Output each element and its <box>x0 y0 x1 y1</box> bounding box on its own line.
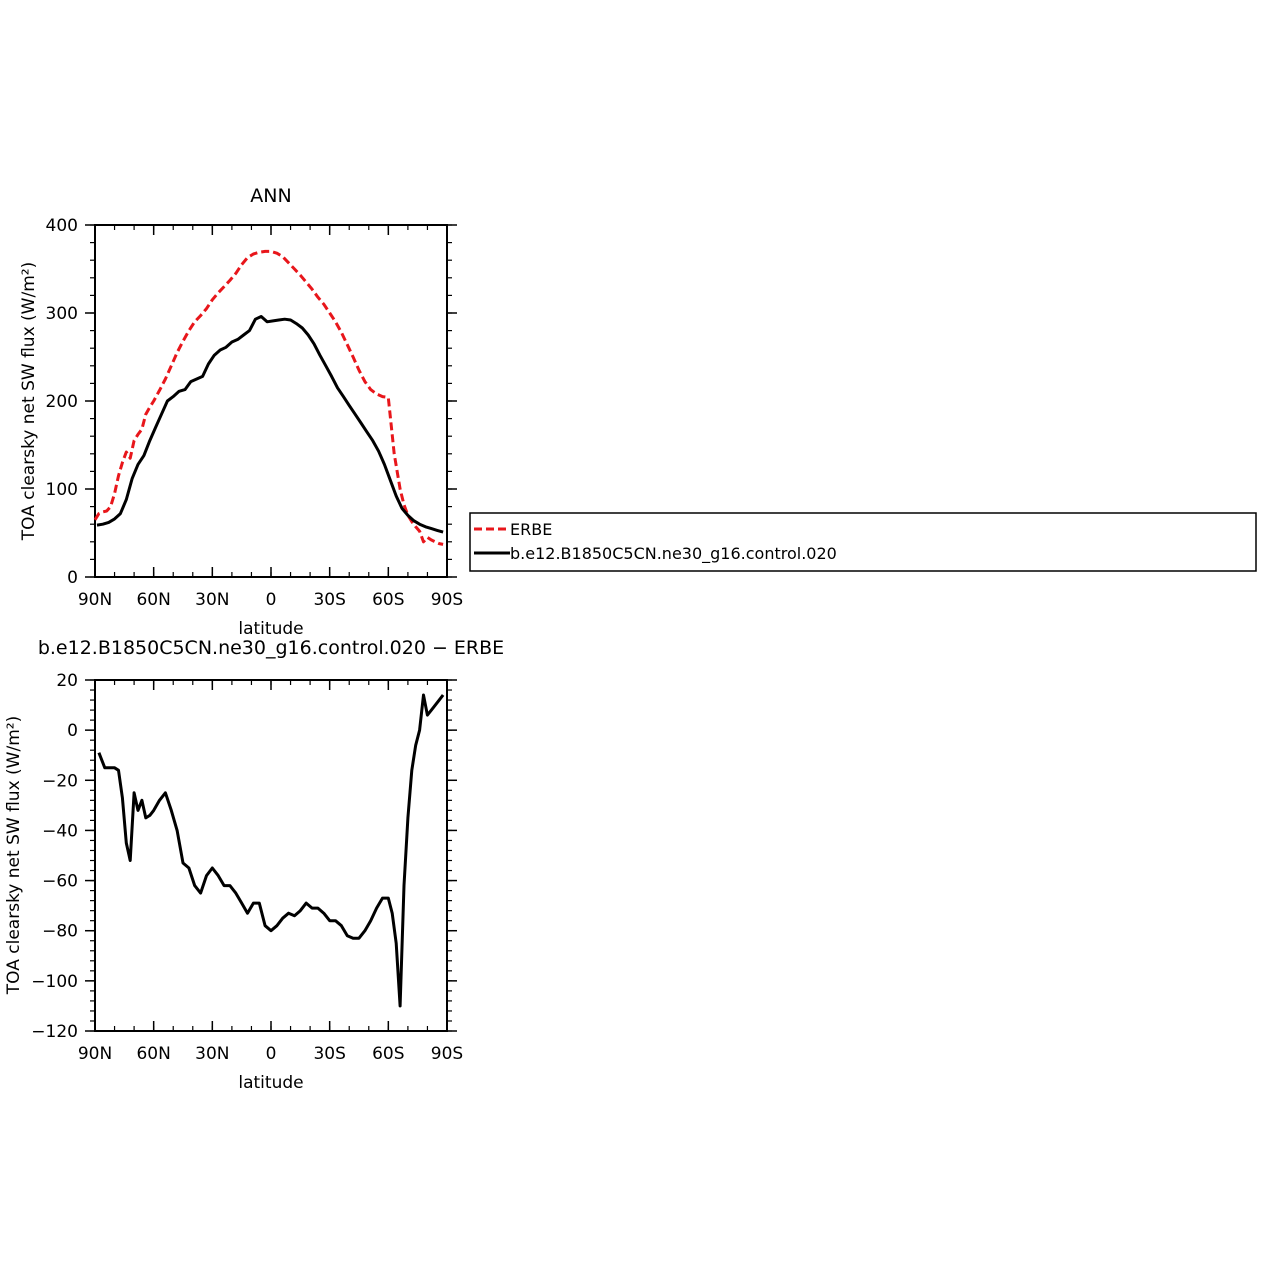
top-y-tick-label: 300 <box>46 304 78 324</box>
bottom-y-tick-label: −120 <box>31 1022 78 1042</box>
bottom-x-tick-label: 90S <box>431 1044 463 1064</box>
bottom-x-tick-label: 30N <box>195 1044 229 1064</box>
bottom-y-axis-title: TOA clearsky net SW flux (W/m²) <box>4 716 24 995</box>
bottom-y-tick-label: −80 <box>42 922 78 942</box>
top-x-tick-label: 0 <box>266 590 277 610</box>
bottom-y-tick-label: 20 <box>56 671 78 691</box>
bottom-y-tick-label: −100 <box>31 972 78 992</box>
legend: ERBE b.e12.B1850C5CN.ne30_g16.control.02… <box>469 512 1257 572</box>
top-x-tick-label: 30S <box>313 590 345 610</box>
legend-label-model: b.e12.B1850C5CN.ne30_g16.control.020 <box>510 544 837 564</box>
top-plot-area: 90N 60N 30N 0 30S 60S 90S 0 100 200 300 400 <box>46 216 464 610</box>
bottom-y-tick-label: 0 <box>67 721 78 741</box>
bottom-y-tick-label: −60 <box>42 872 78 892</box>
bottom-y-tick-label: −20 <box>42 771 78 791</box>
top-x-tick-label: 60S <box>372 590 404 610</box>
bottom-y-tick-label: −40 <box>42 821 78 841</box>
top-chart: ANN 90N 60N 30N 0 30S 60S 90S 0 100 200 300 400 lat… <box>19 185 463 639</box>
bottom-x-tick-label: 90N <box>78 1044 112 1064</box>
top-y-tick-label: 100 <box>46 480 78 500</box>
bottom-plot-frame <box>94 679 448 1032</box>
legend-label-erbe: ERBE <box>510 520 552 539</box>
bottom-x-tick-label: 60S <box>372 1044 404 1064</box>
top-y-tick-label: 0 <box>67 568 78 588</box>
top-x-tick-label: 60N <box>136 590 170 610</box>
top-series-line-1 <box>96 315 444 534</box>
top-y-tick-label: 400 <box>46 216 78 236</box>
bottom-x-tick-label: 30S <box>313 1044 345 1064</box>
bottom-plot-area: 90N 60N 30N 0 30S 60S 90S 20 0 −20 −40 −60 −80 −100 −1… <box>31 671 463 1064</box>
top-x-tick-label: 90S <box>431 590 463 610</box>
chart-title-difference: b.e12.B1850C5CN.ne30_g16.control.020 − E… <box>38 637 504 659</box>
top-x-axis-title: latitude <box>238 619 303 639</box>
top-y-axis-title: TOA clearsky net SW flux (W/m²) <box>19 262 39 541</box>
top-y-tick-label: 200 <box>46 392 78 412</box>
bottom-series-line-0 <box>97 693 445 1008</box>
bottom-chart: b.e12.B1850C5CN.ne30_g16.control.020 − E… <box>4 637 504 1093</box>
bottom-x-tick-label: 60N <box>136 1044 170 1064</box>
legend-box <box>469 512 1257 572</box>
top-x-tick-label: 30N <box>195 590 229 610</box>
bottom-x-axis-title: latitude <box>238 1073 303 1093</box>
chart-title-ann: ANN <box>250 185 291 207</box>
bottom-x-tick-label: 0 <box>266 1044 277 1064</box>
top-plot-frame <box>94 224 448 578</box>
top-x-tick-label: 90N <box>78 590 112 610</box>
top-series-line-0 <box>93 249 444 546</box>
